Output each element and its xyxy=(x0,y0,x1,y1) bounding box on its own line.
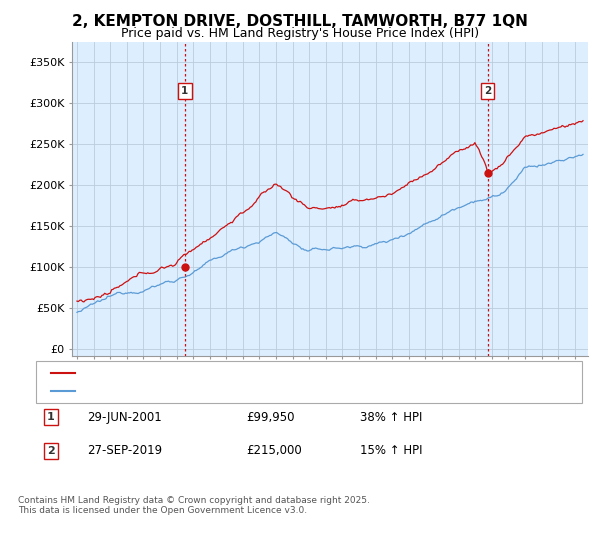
Text: 15% ↑ HPI: 15% ↑ HPI xyxy=(360,444,422,458)
Text: 2: 2 xyxy=(47,446,55,456)
Text: £215,000: £215,000 xyxy=(246,444,302,458)
Text: £99,950: £99,950 xyxy=(246,410,295,424)
Text: Price paid vs. HM Land Registry's House Price Index (HPI): Price paid vs. HM Land Registry's House … xyxy=(121,27,479,40)
Text: 27-SEP-2019: 27-SEP-2019 xyxy=(87,444,162,458)
Text: 2, KEMPTON DRIVE, DOSTHILL, TAMWORTH, B77 1QN (semi-detached house): 2, KEMPTON DRIVE, DOSTHILL, TAMWORTH, B7… xyxy=(81,366,535,380)
Text: 1: 1 xyxy=(181,86,188,96)
Text: Contains HM Land Registry data © Crown copyright and database right 2025.
This d: Contains HM Land Registry data © Crown c… xyxy=(18,496,370,515)
Text: 2, KEMPTON DRIVE, DOSTHILL, TAMWORTH, B77 1QN: 2, KEMPTON DRIVE, DOSTHILL, TAMWORTH, B7… xyxy=(72,14,528,29)
Text: 29-JUN-2001: 29-JUN-2001 xyxy=(87,410,162,424)
Text: 38% ↑ HPI: 38% ↑ HPI xyxy=(360,410,422,424)
Text: 1: 1 xyxy=(47,412,55,422)
Text: 2: 2 xyxy=(484,86,491,96)
Text: HPI: Average price, semi-detached house, Tamworth: HPI: Average price, semi-detached house,… xyxy=(81,385,390,398)
